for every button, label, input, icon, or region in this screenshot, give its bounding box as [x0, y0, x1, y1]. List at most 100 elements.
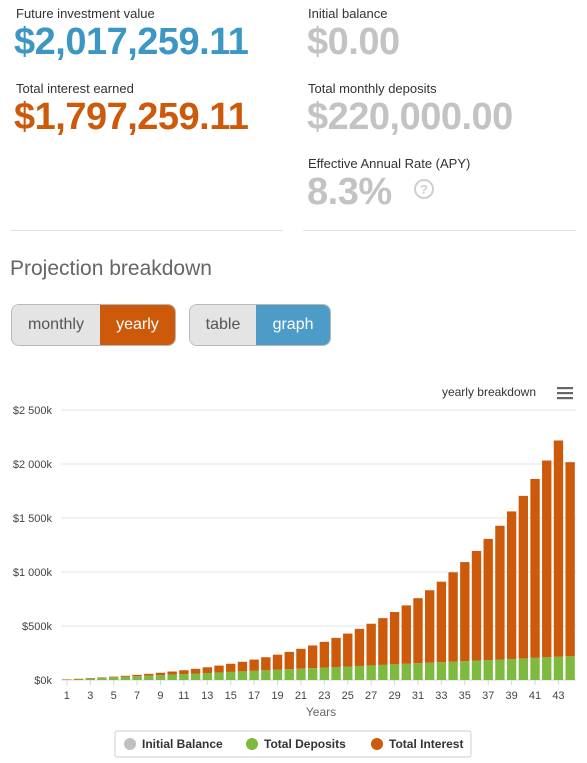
bar-total-deposits[interactable]: [506, 658, 517, 680]
bar-total-deposits[interactable]: [471, 660, 482, 680]
bar-total-interest[interactable]: [378, 618, 388, 665]
legend-initial-balance[interactable]: Initial Balance: [142, 737, 223, 751]
bar-total-interest[interactable]: [307, 645, 318, 669]
bar-total-deposits[interactable]: [530, 657, 540, 680]
bar-total-deposits[interactable]: [284, 669, 294, 680]
bar-total-deposits[interactable]: [155, 675, 166, 680]
bar-total-interest[interactable]: [226, 663, 236, 672]
bar-total-interest[interactable]: [108, 676, 119, 678]
bar-total-deposits[interactable]: [226, 671, 236, 680]
bar-total-interest[interactable]: [144, 673, 154, 676]
legend-total-deposits[interactable]: Total Deposits: [264, 737, 346, 751]
bar-total-interest[interactable]: [425, 590, 435, 663]
bar-total-deposits[interactable]: [425, 662, 435, 680]
bar-total-deposits[interactable]: [565, 656, 575, 680]
bar-total-deposits[interactable]: [108, 677, 119, 680]
bar-total-interest[interactable]: [284, 651, 294, 670]
bar-total-deposits[interactable]: [319, 667, 330, 680]
bar-total-interest[interactable]: [343, 633, 353, 667]
bar-total-interest[interactable]: [401, 605, 411, 664]
bar-total-deposits[interactable]: [389, 664, 400, 680]
bar-total-interest[interactable]: [120, 675, 131, 677]
bar-total-interest[interactable]: [85, 678, 95, 679]
bar-total-interest[interactable]: [272, 654, 283, 670]
yearly-button[interactable]: yearly: [99, 305, 175, 345]
bar-total-interest[interactable]: [62, 679, 72, 680]
bar-total-interest[interactable]: [261, 657, 271, 671]
bar-total-interest[interactable]: [73, 678, 84, 680]
bar-total-deposits[interactable]: [272, 669, 283, 680]
hamburger-menu-icon[interactable]: [556, 385, 574, 403]
bar-total-deposits[interactable]: [460, 661, 470, 680]
bar-total-deposits[interactable]: [331, 667, 341, 680]
bar-total-deposits[interactable]: [296, 668, 306, 680]
x-tick-label: 5: [111, 690, 117, 702]
bar-total-deposits[interactable]: [190, 673, 201, 680]
bar-total-deposits[interactable]: [97, 677, 107, 680]
bar-total-interest[interactable]: [553, 440, 564, 657]
bar-total-interest[interactable]: [413, 598, 423, 664]
bar-total-deposits[interactable]: [436, 662, 447, 680]
bar-total-deposits[interactable]: [167, 674, 177, 680]
bar-total-interest[interactable]: [460, 562, 470, 662]
bar-total-interest[interactable]: [202, 667, 212, 673]
bar-total-deposits[interactable]: [85, 678, 95, 680]
bar-total-deposits[interactable]: [354, 665, 365, 680]
bar-total-deposits[interactable]: [495, 659, 505, 680]
bar-total-deposits[interactable]: [366, 665, 376, 680]
divider-right: [303, 230, 576, 231]
help-icon[interactable]: ?: [414, 179, 434, 199]
bar-total-deposits[interactable]: [214, 672, 224, 680]
bar-total-deposits[interactable]: [483, 660, 493, 680]
bar-total-interest[interactable]: [565, 462, 575, 657]
bar-total-deposits[interactable]: [261, 670, 271, 680]
bar-total-interest[interactable]: [179, 670, 189, 675]
y-tick-label: $500k: [22, 621, 52, 633]
bar-total-deposits[interactable]: [553, 656, 564, 680]
monthly-button[interactable]: monthly: [12, 305, 100, 345]
bar-total-interest[interactable]: [331, 637, 341, 668]
bar-total-interest[interactable]: [483, 538, 493, 661]
bar-total-interest[interactable]: [155, 672, 166, 676]
bar-total-interest[interactable]: [296, 648, 306, 669]
bar-total-interest[interactable]: [167, 671, 177, 675]
bar-total-interest[interactable]: [471, 550, 482, 661]
bar-total-interest[interactable]: [354, 628, 365, 666]
bar-total-deposits[interactable]: [73, 678, 84, 680]
bar-total-interest[interactable]: [530, 478, 540, 658]
bar-total-interest[interactable]: [542, 460, 552, 658]
bar-total-deposits[interactable]: [202, 672, 212, 680]
bar-total-deposits[interactable]: [120, 676, 131, 680]
bar-total-deposits[interactable]: [401, 663, 411, 680]
bar-total-deposits[interactable]: [237, 671, 248, 680]
bar-total-deposits[interactable]: [518, 658, 529, 680]
bar-total-deposits[interactable]: [307, 668, 318, 680]
bar-total-interest[interactable]: [436, 581, 447, 663]
bar-total-deposits[interactable]: [144, 675, 154, 680]
bar-total-deposits[interactable]: [249, 670, 259, 680]
bar-total-interest[interactable]: [190, 668, 201, 674]
bar-total-interest[interactable]: [518, 495, 529, 659]
bar-total-deposits[interactable]: [413, 663, 423, 680]
bar-total-deposits[interactable]: [343, 666, 353, 681]
bar-total-interest[interactable]: [366, 623, 376, 666]
graph-button[interactable]: graph: [256, 305, 330, 345]
bar-total-interest[interactable]: [249, 659, 259, 671]
bar-total-interest[interactable]: [132, 674, 142, 677]
bar-total-deposits[interactable]: [179, 674, 189, 680]
bar-total-interest[interactable]: [237, 661, 248, 672]
bar-total-interest[interactable]: [506, 511, 517, 659]
bar-total-interest[interactable]: [389, 612, 400, 665]
bar-total-deposits[interactable]: [542, 657, 552, 680]
bar-total-deposits[interactable]: [448, 661, 458, 680]
bar-total-deposits[interactable]: [378, 664, 388, 680]
table-button[interactable]: table: [190, 305, 257, 345]
legend-total-interest[interactable]: Total Interest: [389, 737, 463, 751]
bar-total-interest[interactable]: [448, 572, 458, 662]
bar-total-interest[interactable]: [214, 665, 224, 673]
bar-total-interest[interactable]: [97, 677, 107, 678]
bar-total-deposits[interactable]: [132, 676, 142, 680]
bar-total-interest[interactable]: [319, 641, 330, 668]
bar-total-interest[interactable]: [495, 525, 505, 660]
